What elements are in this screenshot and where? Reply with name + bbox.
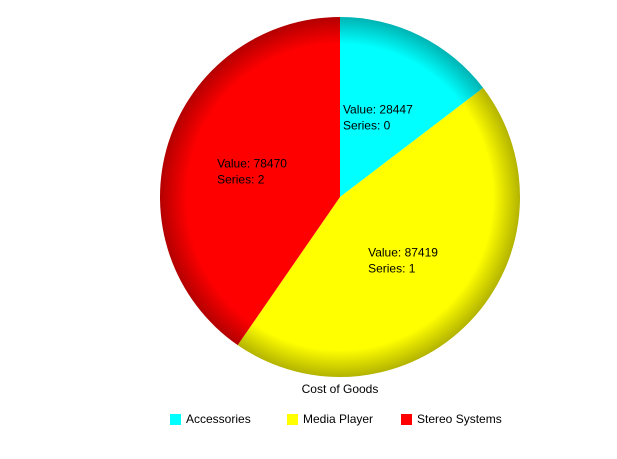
legend-swatch <box>170 414 181 425</box>
pie-slice <box>340 17 484 197</box>
slice-series-label: Series: 0 <box>343 119 391 133</box>
legend-swatch <box>401 414 412 425</box>
slice-value-label: Value: 78470 <box>217 156 287 170</box>
legend-label: Media Player <box>303 412 373 426</box>
slice-series-label: Series: 2 <box>217 172 265 186</box>
slice-value-label: Value: 87419 <box>368 245 438 259</box>
legend-label: Stereo Systems <box>417 412 502 426</box>
slice-series-label: Series: 1 <box>368 261 416 275</box>
chart-title: Cost of Goods <box>302 382 379 396</box>
pie-slice <box>237 87 521 378</box>
legend-label: Accessories <box>186 412 251 426</box>
slice-value-label: Value: 28447 <box>343 103 413 117</box>
pie-slice <box>159 16 340 346</box>
legend-swatch <box>287 414 298 425</box>
